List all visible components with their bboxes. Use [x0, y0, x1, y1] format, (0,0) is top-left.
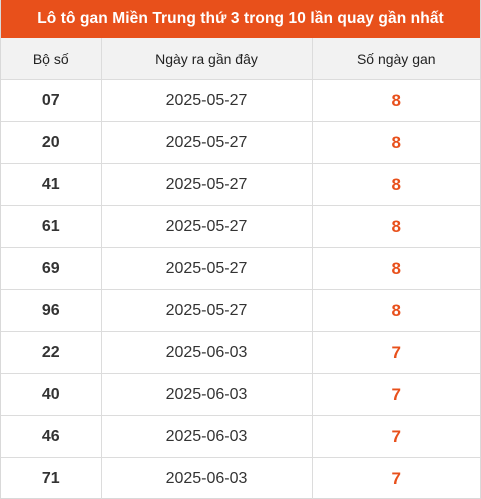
- cell-number: 61: [1, 205, 102, 248]
- cell-date: 2025-05-27: [101, 205, 313, 248]
- cell-date: 2025-06-03: [101, 415, 313, 458]
- cell-number: 07: [1, 79, 102, 122]
- table-row: 40 2025-06-03 7: [1, 373, 480, 416]
- table-row: 20 2025-05-27 8: [1, 121, 480, 164]
- cell-number: 69: [1, 247, 102, 290]
- table-row: 22 2025-06-03 7: [1, 331, 480, 374]
- cell-number: 40: [1, 373, 102, 416]
- cell-number: 96: [1, 289, 102, 332]
- table-header-row: Bộ số Ngày ra gần đây Số ngày gan: [1, 38, 480, 80]
- cell-date: 2025-05-27: [101, 79, 313, 122]
- cell-gap-days: 8: [312, 289, 480, 332]
- table-row: 71 2025-06-03 7: [1, 457, 480, 499]
- column-header-number: Bộ số: [1, 38, 102, 80]
- cell-date: 2025-05-27: [101, 289, 313, 332]
- cell-number: 20: [1, 121, 102, 164]
- table-row: 46 2025-06-03 7: [1, 415, 480, 458]
- table-title: Lô tô gan Miền Trung thứ 3 trong 10 lần …: [1, 0, 480, 38]
- cell-date: 2025-06-03: [101, 331, 313, 374]
- cell-date: 2025-05-27: [101, 121, 313, 164]
- table-row: 96 2025-05-27 8: [1, 289, 480, 332]
- cell-number: 71: [1, 457, 102, 499]
- cell-number: 41: [1, 163, 102, 206]
- cell-gap-days: 7: [312, 373, 480, 416]
- table-row: 07 2025-05-27 8: [1, 79, 480, 122]
- cell-gap-days: 8: [312, 121, 480, 164]
- column-header-gap-days: Số ngày gan: [312, 38, 480, 80]
- cell-date: 2025-06-03: [101, 457, 313, 499]
- cell-gap-days: 7: [312, 415, 480, 458]
- cell-date: 2025-05-27: [101, 247, 313, 290]
- cell-gap-days: 7: [391, 468, 401, 488]
- cell-date: 2025-06-03: [101, 373, 313, 416]
- cell-gap-days: 8: [312, 247, 480, 290]
- cell-number: 22: [1, 331, 102, 374]
- table-row: 41 2025-05-27 8: [1, 163, 480, 206]
- cell-gap-days: 8: [312, 163, 480, 206]
- cell-gap-days: 8: [312, 79, 480, 122]
- cell-gap-days: 7: [312, 331, 480, 374]
- table-row: 61 2025-05-27 8: [1, 205, 480, 248]
- cell-gap-days: 8: [312, 205, 480, 248]
- column-header-last-date: Ngày ra gần đây: [101, 38, 313, 80]
- cell-number: 46: [1, 415, 102, 458]
- lo-gan-table: Bộ số Ngày ra gần đây Số ngày gan 07 202…: [1, 38, 480, 499]
- table-row: 69 2025-05-27 8: [1, 247, 480, 290]
- cell-date: 2025-05-27: [101, 163, 313, 206]
